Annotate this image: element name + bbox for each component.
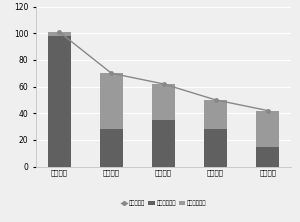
Legend: 平均折扣率, 证券承销金额, 股票承销金额: 平均折扣率, 证券承销金额, 股票承销金额 [118, 198, 208, 208]
Bar [204, 100, 227, 129]
平均折扣率 [266, 109, 269, 112]
Bar [256, 111, 279, 147]
平均折扣率 [214, 99, 217, 101]
平均折扣率 [110, 72, 113, 75]
Bar [100, 73, 123, 129]
Bar [100, 129, 123, 166]
Bar [152, 120, 175, 166]
Bar [48, 32, 71, 36]
Bar [48, 36, 71, 166]
平均折扣率 [162, 83, 165, 85]
Bar [204, 129, 227, 166]
Bar [256, 147, 279, 166]
Bar [152, 84, 175, 120]
平均折扣率 [58, 31, 61, 33]
Line: 平均折扣率: 平均折扣率 [58, 30, 269, 112]
